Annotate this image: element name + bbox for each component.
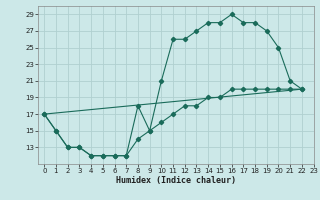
- X-axis label: Humidex (Indice chaleur): Humidex (Indice chaleur): [116, 176, 236, 185]
